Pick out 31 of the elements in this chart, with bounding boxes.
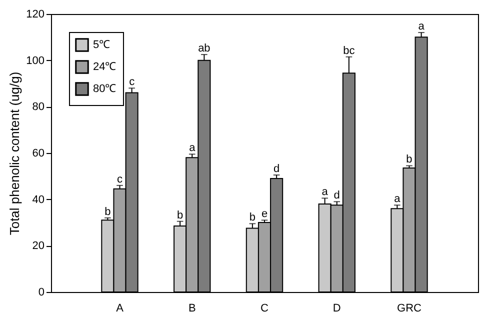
x-tick-label: A — [116, 302, 124, 314]
x-tick-label: GRC — [397, 302, 422, 314]
data-label: ab — [198, 42, 210, 55]
data-label: d — [274, 163, 280, 176]
data-label: d — [334, 190, 340, 202]
y-tick-label: 20 — [32, 240, 44, 252]
data-label: a — [418, 20, 426, 33]
y-tick-label: 0 — [38, 286, 44, 298]
legend-label: 80℃ — [93, 83, 116, 95]
data-label: a — [189, 142, 196, 154]
y-tick-label: 120 — [26, 8, 44, 20]
y-axis-title: Total phenolic content (ug/g) — [7, 72, 22, 236]
data-label: c — [117, 173, 124, 186]
y-tick-label: 100 — [26, 54, 44, 67]
data-label: c — [129, 76, 136, 88]
legend-label: 5℃ — [93, 39, 110, 51]
y-tick-label: 80 — [32, 101, 44, 114]
y-tick-label: 40 — [32, 194, 44, 206]
data-label: e — [261, 208, 268, 220]
x-tick-label: B — [188, 302, 196, 314]
data-label: bc — [343, 44, 356, 57]
y-tick-label: 60 — [32, 148, 44, 160]
data-label: b — [406, 154, 412, 166]
data-label: b — [249, 212, 256, 224]
data-label: a — [322, 186, 329, 198]
data-label: a — [394, 193, 402, 206]
legend-label: 24℃ — [93, 61, 116, 73]
x-tick-label: C — [260, 302, 269, 314]
data-label: b — [177, 209, 184, 222]
x-tick-label: D — [332, 302, 341, 314]
data-label: b — [104, 206, 111, 218]
